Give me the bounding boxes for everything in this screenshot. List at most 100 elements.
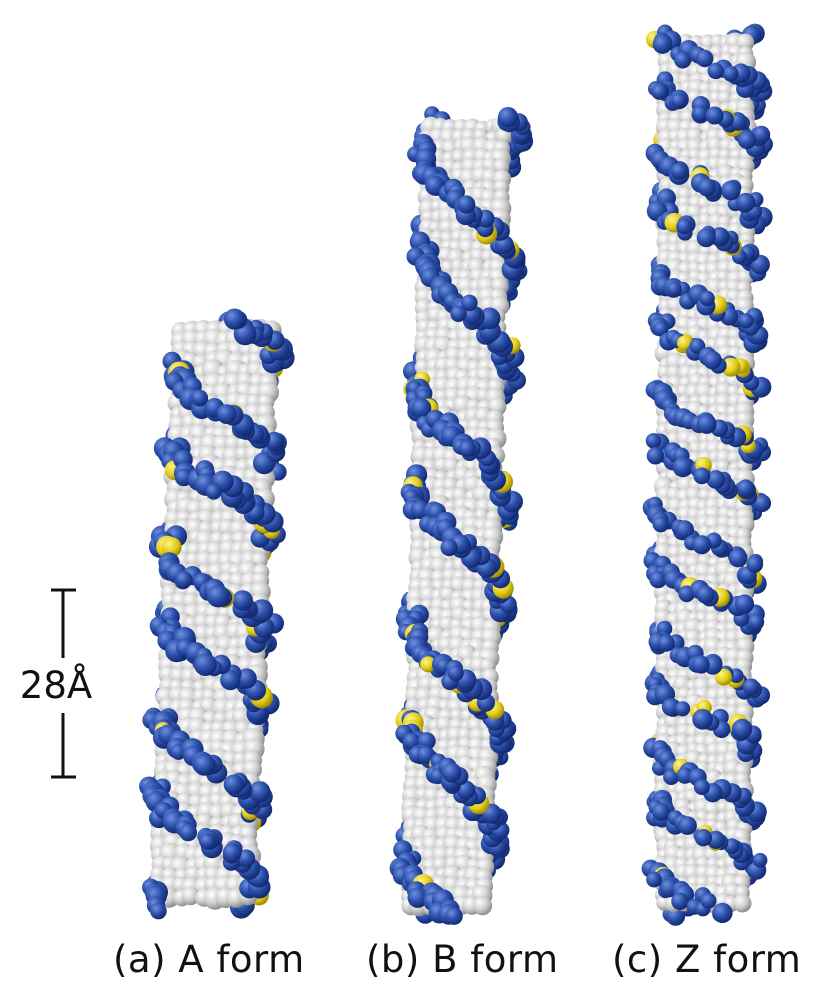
- backbone-atom: [646, 447, 665, 465]
- backbone-atom: [223, 774, 244, 795]
- backbone-atom: [752, 125, 771, 144]
- backbone-atom: [220, 669, 241, 691]
- backbone-atom: [193, 753, 216, 776]
- backbone-atom: [737, 130, 757, 150]
- backbone-atom: [696, 414, 717, 434]
- backbone-atom: [416, 745, 436, 765]
- backbone-atom: [199, 833, 216, 850]
- backbone-atom: [721, 180, 741, 201]
- backbone-atom: [742, 678, 760, 696]
- base-atom: [733, 894, 752, 913]
- base-atom: [472, 896, 493, 916]
- backbone-atom: [663, 768, 680, 786]
- scale-bar: [51, 588, 76, 779]
- caption-a-form: (a) A form: [113, 938, 305, 981]
- backbone-atom: [697, 178, 716, 197]
- backbone-atom: [736, 192, 756, 212]
- backbone-atom: [703, 350, 722, 370]
- backbone-atom: [691, 655, 710, 674]
- backbone-atom: [748, 614, 765, 631]
- backbone-atom: [670, 162, 688, 180]
- backbone-atom: [450, 305, 467, 322]
- backbone-atom: [746, 556, 764, 573]
- backbone-atom: [237, 849, 256, 867]
- backbone-atom: [675, 701, 691, 717]
- backbone-atom: [497, 107, 519, 128]
- backbone-atom: [447, 665, 464, 682]
- backbone-atom: [672, 457, 693, 478]
- backbone-atom: [646, 871, 662, 888]
- backbone-atom: [699, 290, 715, 307]
- backbone-atom: [445, 907, 463, 925]
- backbone-atom: [728, 548, 748, 568]
- backbone-atom: [707, 62, 724, 80]
- backbone-atom: [692, 709, 713, 730]
- backbone-atom: [674, 51, 692, 69]
- backbone-atom: [694, 829, 713, 847]
- backbone-atom: [712, 902, 733, 924]
- backbone-atom: [676, 218, 693, 235]
- backbone-atom: [696, 49, 714, 68]
- backbone-atom: [692, 535, 712, 555]
- backbone-atom: [696, 228, 716, 248]
- backbone-atom: [652, 802, 671, 821]
- phosphorus-atom: [161, 537, 182, 558]
- phosphorus-atom: [721, 357, 741, 377]
- backbone-atom: [175, 571, 193, 589]
- backbone-atom: [440, 539, 458, 557]
- backbone-atom: [206, 584, 230, 608]
- phosphorus-atom: [420, 656, 437, 673]
- backbone-atom: [216, 404, 237, 424]
- backbone-atom: [696, 585, 715, 604]
- backbone-atom: [675, 520, 694, 539]
- backbone-atom: [706, 470, 726, 489]
- backbone-atom: [458, 440, 476, 457]
- backbone-atom: [722, 65, 739, 82]
- backbone-atom: [441, 762, 462, 783]
- backbone-atom: [223, 308, 246, 330]
- backbone-atom: [411, 398, 432, 418]
- phosphorus-atom: [715, 668, 733, 686]
- backbone-atom: [734, 594, 755, 614]
- backbone-atom: [645, 433, 662, 449]
- backbone-atom: [191, 389, 209, 407]
- backbone-atom: [661, 698, 681, 717]
- backbone-atom: [457, 195, 476, 214]
- backbone-atom: [753, 494, 772, 512]
- backbone-atom: [652, 34, 673, 54]
- z-form-helix: [641, 23, 773, 926]
- backbone-atom: [194, 653, 217, 676]
- backbone-atom: [205, 483, 222, 500]
- caption-z-form: (c) Z form: [612, 938, 802, 981]
- backbone-atom: [705, 106, 724, 125]
- backbone-atom: [752, 852, 768, 868]
- backbone-atom: [461, 294, 478, 312]
- backbone-atom: [478, 307, 501, 330]
- backbone-atom: [700, 892, 717, 909]
- b-form-helix: [389, 106, 534, 925]
- backbone-atom: [693, 779, 710, 795]
- backbone-atom: [222, 843, 242, 862]
- backbone-atom: [249, 781, 271, 803]
- a-form-helix: [139, 308, 295, 920]
- backbone-atom: [671, 892, 689, 910]
- backbone-atom: [236, 668, 257, 689]
- backbone-atom: [651, 83, 668, 100]
- backbone-atom: [653, 321, 669, 337]
- backbone-atom: [693, 467, 711, 485]
- scale-bar-label: 28Å: [19, 664, 93, 707]
- backbone-atom: [150, 902, 167, 920]
- backbone-atom: [678, 816, 697, 835]
- backbone-atom: [738, 313, 754, 329]
- backbone-atom: [402, 732, 421, 751]
- backbone-atom: [179, 823, 197, 842]
- backbone-atom: [671, 93, 687, 108]
- base-atom: [181, 886, 200, 906]
- backbone-atom: [736, 479, 755, 498]
- backbone-atom: [456, 780, 476, 800]
- backbone-atom: [731, 718, 753, 740]
- backbone-atom: [667, 281, 682, 297]
- backbone-atom: [232, 590, 253, 611]
- backbone-atom: [657, 634, 675, 652]
